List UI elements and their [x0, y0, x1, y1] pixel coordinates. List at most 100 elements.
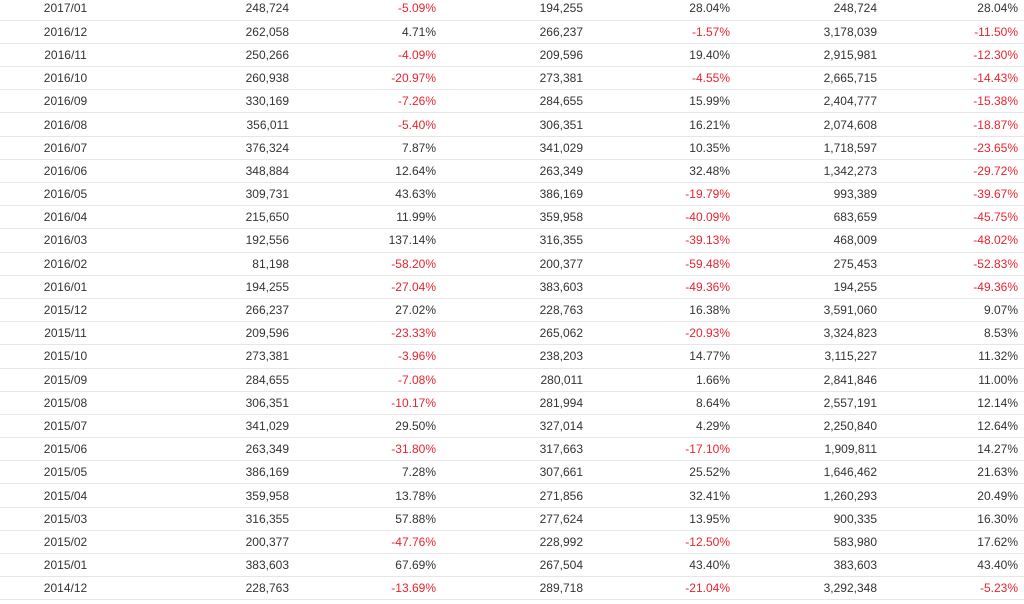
- value-cell-1: 376,324: [161, 136, 295, 160]
- percent-cell-2: 32.48%: [589, 159, 736, 184]
- cumulative-percent-cell: 43.40%: [883, 553, 1024, 578]
- value-cell-2: 194,255: [442, 0, 589, 21]
- percent-cell-1: -10.17%: [295, 391, 442, 415]
- percent-cell-2: 28.04%: [589, 0, 736, 21]
- month-cell: 2015/05: [0, 460, 161, 485]
- value-cell-2: 209,596: [442, 43, 589, 68]
- percent-cell-2: 32.41%: [589, 483, 736, 508]
- cumulative-value-cell: 683,659: [736, 205, 883, 230]
- value-cell-1: 200,377: [161, 530, 295, 555]
- cumulative-value-cell: 2,250,840: [736, 414, 883, 439]
- value-cell-2: 265,062: [442, 321, 589, 346]
- month-cell: 2015/08: [0, 391, 161, 415]
- table-row: 2016/08 356,011 -5.40% 306,351 16.21% 2,…: [0, 112, 1024, 137]
- value-cell-2: 281,994: [442, 391, 589, 415]
- cumulative-value-cell: 194,255: [736, 275, 883, 299]
- value-cell-2: 307,661: [442, 460, 589, 485]
- month-cell: 2016/01: [0, 275, 161, 299]
- cumulative-percent-cell: -5.23%: [883, 576, 1024, 601]
- percent-cell-1: -3.96%: [295, 344, 442, 369]
- cumulative-percent-cell: 16.30%: [883, 507, 1024, 531]
- month-cell: 2016/10: [0, 66, 161, 91]
- value-cell-1: 262,058: [161, 20, 295, 44]
- value-cell-1: 386,169: [161, 460, 295, 485]
- value-cell-2: 359,958: [442, 205, 589, 230]
- cumulative-percent-cell: -18.87%: [883, 112, 1024, 137]
- month-cell: 2015/11: [0, 321, 161, 346]
- table-row: 2016/04 215,650 11.99% 359,958 -40.09% 6…: [0, 205, 1024, 230]
- value-cell-1: 192,556: [161, 228, 295, 253]
- percent-cell-1: -4.09%: [295, 43, 442, 68]
- month-cell: 2016/11: [0, 43, 161, 68]
- cumulative-value-cell: 1,646,462: [736, 460, 883, 485]
- percent-cell-1: 43.63%: [295, 182, 442, 207]
- percent-cell-1: 11.99%: [295, 205, 442, 230]
- table-row: 2015/04 359,958 13.78% 271,856 32.41% 1,…: [0, 483, 1024, 508]
- cumulative-percent-cell: 20.49%: [883, 483, 1024, 508]
- percent-cell-2: 16.21%: [589, 112, 736, 137]
- cumulative-value-cell: 383,603: [736, 553, 883, 578]
- percent-cell-1: -7.08%: [295, 368, 442, 392]
- cumulative-percent-cell: -49.36%: [883, 275, 1024, 299]
- percent-cell-2: -39.13%: [589, 228, 736, 253]
- value-cell-2: 271,856: [442, 483, 589, 508]
- cumulative-value-cell: 993,389: [736, 182, 883, 207]
- table-row: 2015/06 263,349 -31.80% 317,663 -17.10% …: [0, 437, 1024, 462]
- percent-cell-1: -5.09%: [295, 0, 442, 21]
- table-row: 2015/07 341,029 29.50% 327,014 4.29% 2,2…: [0, 414, 1024, 439]
- table-row: 2015/03 316,355 57.88% 277,624 13.95% 90…: [0, 507, 1024, 531]
- percent-cell-1: 67.69%: [295, 553, 442, 578]
- cumulative-value-cell: 248,724: [736, 0, 883, 21]
- table-row: 2016/10 260,938 -20.97% 273,381 -4.55% 2…: [0, 66, 1024, 91]
- table-row: 2016/12 262,058 4.71% 266,237 -1.57% 3,1…: [0, 20, 1024, 44]
- value-cell-2: 228,992: [442, 530, 589, 555]
- cumulative-value-cell: 2,915,981: [736, 43, 883, 68]
- percent-cell-2: -19.79%: [589, 182, 736, 207]
- value-cell-2: 284,655: [442, 89, 589, 114]
- value-cell-2: 327,014: [442, 414, 589, 439]
- percent-cell-1: -58.20%: [295, 252, 442, 276]
- percent-cell-1: -20.97%: [295, 66, 442, 91]
- percent-cell-2: 13.95%: [589, 507, 736, 531]
- value-cell-1: 348,884: [161, 159, 295, 184]
- cumulative-percent-cell: 11.00%: [883, 368, 1024, 392]
- value-cell-2: 277,624: [442, 507, 589, 531]
- percent-cell-2: 14.77%: [589, 344, 736, 369]
- percent-cell-2: 15.99%: [589, 89, 736, 114]
- value-cell-1: 306,351: [161, 391, 295, 415]
- cumulative-value-cell: 1,718,597: [736, 136, 883, 160]
- cumulative-percent-cell: 28.04%: [883, 0, 1024, 21]
- cumulative-percent-cell: 9.07%: [883, 298, 1024, 323]
- value-cell-1: 266,237: [161, 298, 295, 323]
- cumulative-value-cell: 1,909,811: [736, 437, 883, 462]
- percent-cell-2: 19.40%: [589, 43, 736, 68]
- percent-cell-1: 12.64%: [295, 159, 442, 184]
- percent-cell-2: 16.38%: [589, 298, 736, 323]
- cumulative-value-cell: 2,665,715: [736, 66, 883, 91]
- percent-cell-2: 8.64%: [589, 391, 736, 415]
- cumulative-value-cell: 3,324,823: [736, 321, 883, 346]
- percent-cell-2: -59.48%: [589, 252, 736, 276]
- table-row: 2014/12 228,763 -13.69% 289,718 -21.04% …: [0, 576, 1024, 601]
- percent-cell-2: 10.35%: [589, 136, 736, 160]
- percent-cell-2: 25.52%: [589, 460, 736, 485]
- percent-cell-1: -23.33%: [295, 321, 442, 346]
- table-row: 2015/11 209,596 -23.33% 265,062 -20.93% …: [0, 321, 1024, 346]
- cumulative-percent-cell: 11.32%: [883, 344, 1024, 369]
- cumulative-percent-cell: 12.64%: [883, 414, 1024, 439]
- value-cell-1: 316,355: [161, 507, 295, 531]
- value-cell-2: 316,355: [442, 228, 589, 253]
- month-cell: 2015/02: [0, 530, 161, 555]
- percent-cell-2: -20.93%: [589, 321, 736, 346]
- table-row: 2015/05 386,169 7.28% 307,661 25.52% 1,6…: [0, 460, 1024, 485]
- value-cell-2: 238,203: [442, 344, 589, 369]
- value-cell-2: 280,011: [442, 368, 589, 392]
- table-row: 2015/02 200,377 -47.76% 228,992 -12.50% …: [0, 530, 1024, 555]
- month-cell: 2015/07: [0, 414, 161, 439]
- table-row: 2015/10 273,381 -3.96% 238,203 14.77% 3,…: [0, 344, 1024, 369]
- month-cell: 2016/12: [0, 20, 161, 44]
- table-row: 2016/02 81,198 -58.20% 200,377 -59.48% 2…: [0, 252, 1024, 276]
- month-cell: 2016/05: [0, 182, 161, 207]
- value-cell-2: 317,663: [442, 437, 589, 462]
